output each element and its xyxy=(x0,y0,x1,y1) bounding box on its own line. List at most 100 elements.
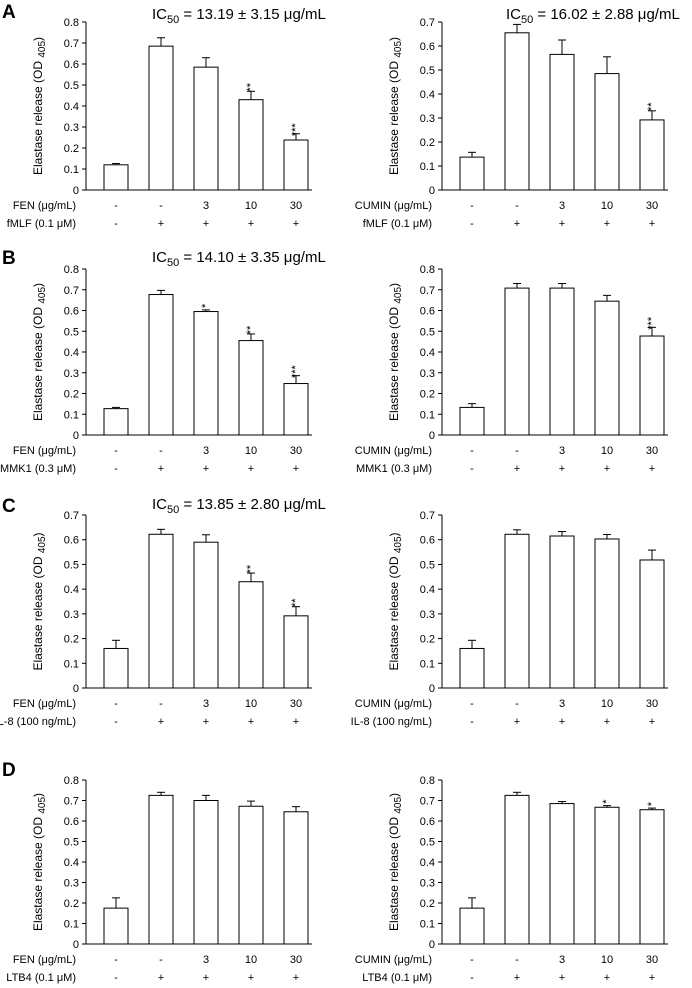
treatment-value: 3 xyxy=(203,954,209,966)
y-tick-label: 0.6 xyxy=(420,816,435,828)
treatment-value: + xyxy=(293,716,299,728)
y-tick-label: 0.1 xyxy=(420,658,435,670)
treatment-value: + xyxy=(248,716,254,728)
y-tick-label: 0.8 xyxy=(64,264,79,276)
bar xyxy=(238,805,264,945)
treatment-value: + xyxy=(203,218,209,230)
treatment-value: 3 xyxy=(203,445,209,457)
treatment-value: + xyxy=(158,972,164,984)
treatment-label: CUMIN (μg/mL) xyxy=(355,445,432,457)
chart-d-left: 0 0.1 0.2 0.3 0.4 0.5 0.6 0.7 0.8 Elastase releas… xyxy=(6,775,312,984)
significance-marker: ** xyxy=(245,564,257,573)
y-tick-label: 0.8 xyxy=(420,264,435,276)
y-tick-label: 0.5 xyxy=(420,326,435,338)
y-tick-label: 0.3 xyxy=(420,113,435,125)
treatment-value: - xyxy=(159,954,163,966)
bar xyxy=(193,800,219,945)
treatment-value: 30 xyxy=(290,445,302,457)
treatment-value: 30 xyxy=(290,200,302,212)
bar xyxy=(549,53,575,191)
bar xyxy=(504,32,530,191)
treatment-label: LTB4 (0.1 μM) xyxy=(6,972,76,984)
bar xyxy=(193,541,219,689)
y-tick-label: 0.6 xyxy=(420,535,435,547)
y-tick-label: 0.1 xyxy=(64,658,79,670)
panel-letter-a: A xyxy=(2,2,16,23)
y-tick-label: 0 xyxy=(429,430,435,442)
y-tick-label: 0.5 xyxy=(64,837,79,849)
treatment-value: 10 xyxy=(601,954,613,966)
panel-letter-b: B xyxy=(2,248,16,269)
significance-marker: *** xyxy=(646,316,658,330)
treatment-value: + xyxy=(203,716,209,728)
treatment-value: - xyxy=(114,200,118,212)
treatment-value: + xyxy=(158,716,164,728)
y-tick-label: 0 xyxy=(73,185,79,197)
bar xyxy=(103,408,129,436)
y-axis-title: Elastase release (OD 405) xyxy=(31,283,48,421)
y-tick-label: 0 xyxy=(73,939,79,951)
y-tick-label: 0.1 xyxy=(64,409,79,421)
treatment-value: - xyxy=(470,972,474,984)
y-axis-title: Elastase release (OD 405) xyxy=(31,37,48,175)
treatment-value: - xyxy=(470,954,474,966)
treatment-value: - xyxy=(159,445,163,457)
treatment-value: 3 xyxy=(203,200,209,212)
y-tick-label: 0.5 xyxy=(64,326,79,338)
panel-letter-c: C xyxy=(2,496,16,517)
treatment-value: - xyxy=(515,698,519,710)
y-tick-label: 0.2 xyxy=(420,389,435,401)
y-tick-label: 0.1 xyxy=(64,919,79,931)
treatment-value: - xyxy=(470,698,474,710)
bar xyxy=(549,803,575,945)
y-tick-label: 0 xyxy=(73,430,79,442)
y-tick-label: 0.4 xyxy=(64,347,79,359)
y-axis-title: Elastase release (OD 405) xyxy=(387,793,404,931)
y-tick-label: 0.6 xyxy=(420,306,435,318)
treatment-value: - xyxy=(470,200,474,212)
significance-marker: ** xyxy=(245,325,257,334)
treatment-value: + xyxy=(649,463,655,475)
bar xyxy=(504,287,530,436)
y-tick-label: 0.7 xyxy=(420,796,435,808)
treatment-value: - xyxy=(159,200,163,212)
chart-d-right: 0 0.1 0.2 0.3 0.4 0.5 0.6 0.7 0.8 Elastase releas… xyxy=(355,775,668,984)
treatment-value: 10 xyxy=(601,200,613,212)
treatment-label: FEN (μg/mL) xyxy=(13,200,76,212)
treatment-value: + xyxy=(604,218,610,230)
treatment-value: + xyxy=(293,218,299,230)
treatment-label: CUMIN (μg/mL) xyxy=(355,698,432,710)
treatment-value: + xyxy=(649,218,655,230)
y-tick-label: 0.3 xyxy=(420,878,435,890)
treatment-value: - xyxy=(114,972,118,984)
y-tick-label: 0.3 xyxy=(64,368,79,380)
y-tick-label: 0.3 xyxy=(64,122,79,134)
y-tick-label: 0.2 xyxy=(64,898,79,910)
ic50-label-a-left: IC50 = 13.19 ± 3.15 μg/mL xyxy=(152,6,326,26)
y-tick-label: 0.2 xyxy=(64,389,79,401)
treatment-value: 3 xyxy=(559,445,565,457)
y-tick-label: 0.7 xyxy=(64,796,79,808)
ic50-label-a-right: IC50 = 16.02 ± 2.88 μg/mL xyxy=(506,6,680,26)
y-tick-label: 0.7 xyxy=(420,285,435,297)
bar xyxy=(283,811,309,945)
chart-c-left: 0 0.1 0.2 0.3 0.4 0.5 0.6 0.7 Elastase release (… xyxy=(0,510,312,728)
treatment-value: 3 xyxy=(559,954,565,966)
y-tick-label: 0.1 xyxy=(64,164,79,176)
bar xyxy=(639,809,665,945)
y-tick-label: 0 xyxy=(73,683,79,695)
treatment-value: + xyxy=(604,716,610,728)
treatment-value: - xyxy=(114,218,118,230)
treatment-value: 10 xyxy=(245,698,257,710)
y-tick-label: 0.3 xyxy=(64,878,79,890)
treatment-label: fMLF (0.1 μM) xyxy=(363,218,432,230)
treatment-value: - xyxy=(515,954,519,966)
significance-marker: *** xyxy=(290,365,302,379)
treatment-value: + xyxy=(293,463,299,475)
treatment-label: IL-8 (100 ng/mL) xyxy=(351,716,432,728)
bar xyxy=(193,66,219,191)
treatment-value: - xyxy=(114,463,118,475)
treatment-value: - xyxy=(114,698,118,710)
significance-marker: ** xyxy=(245,82,257,91)
treatment-value: + xyxy=(248,972,254,984)
